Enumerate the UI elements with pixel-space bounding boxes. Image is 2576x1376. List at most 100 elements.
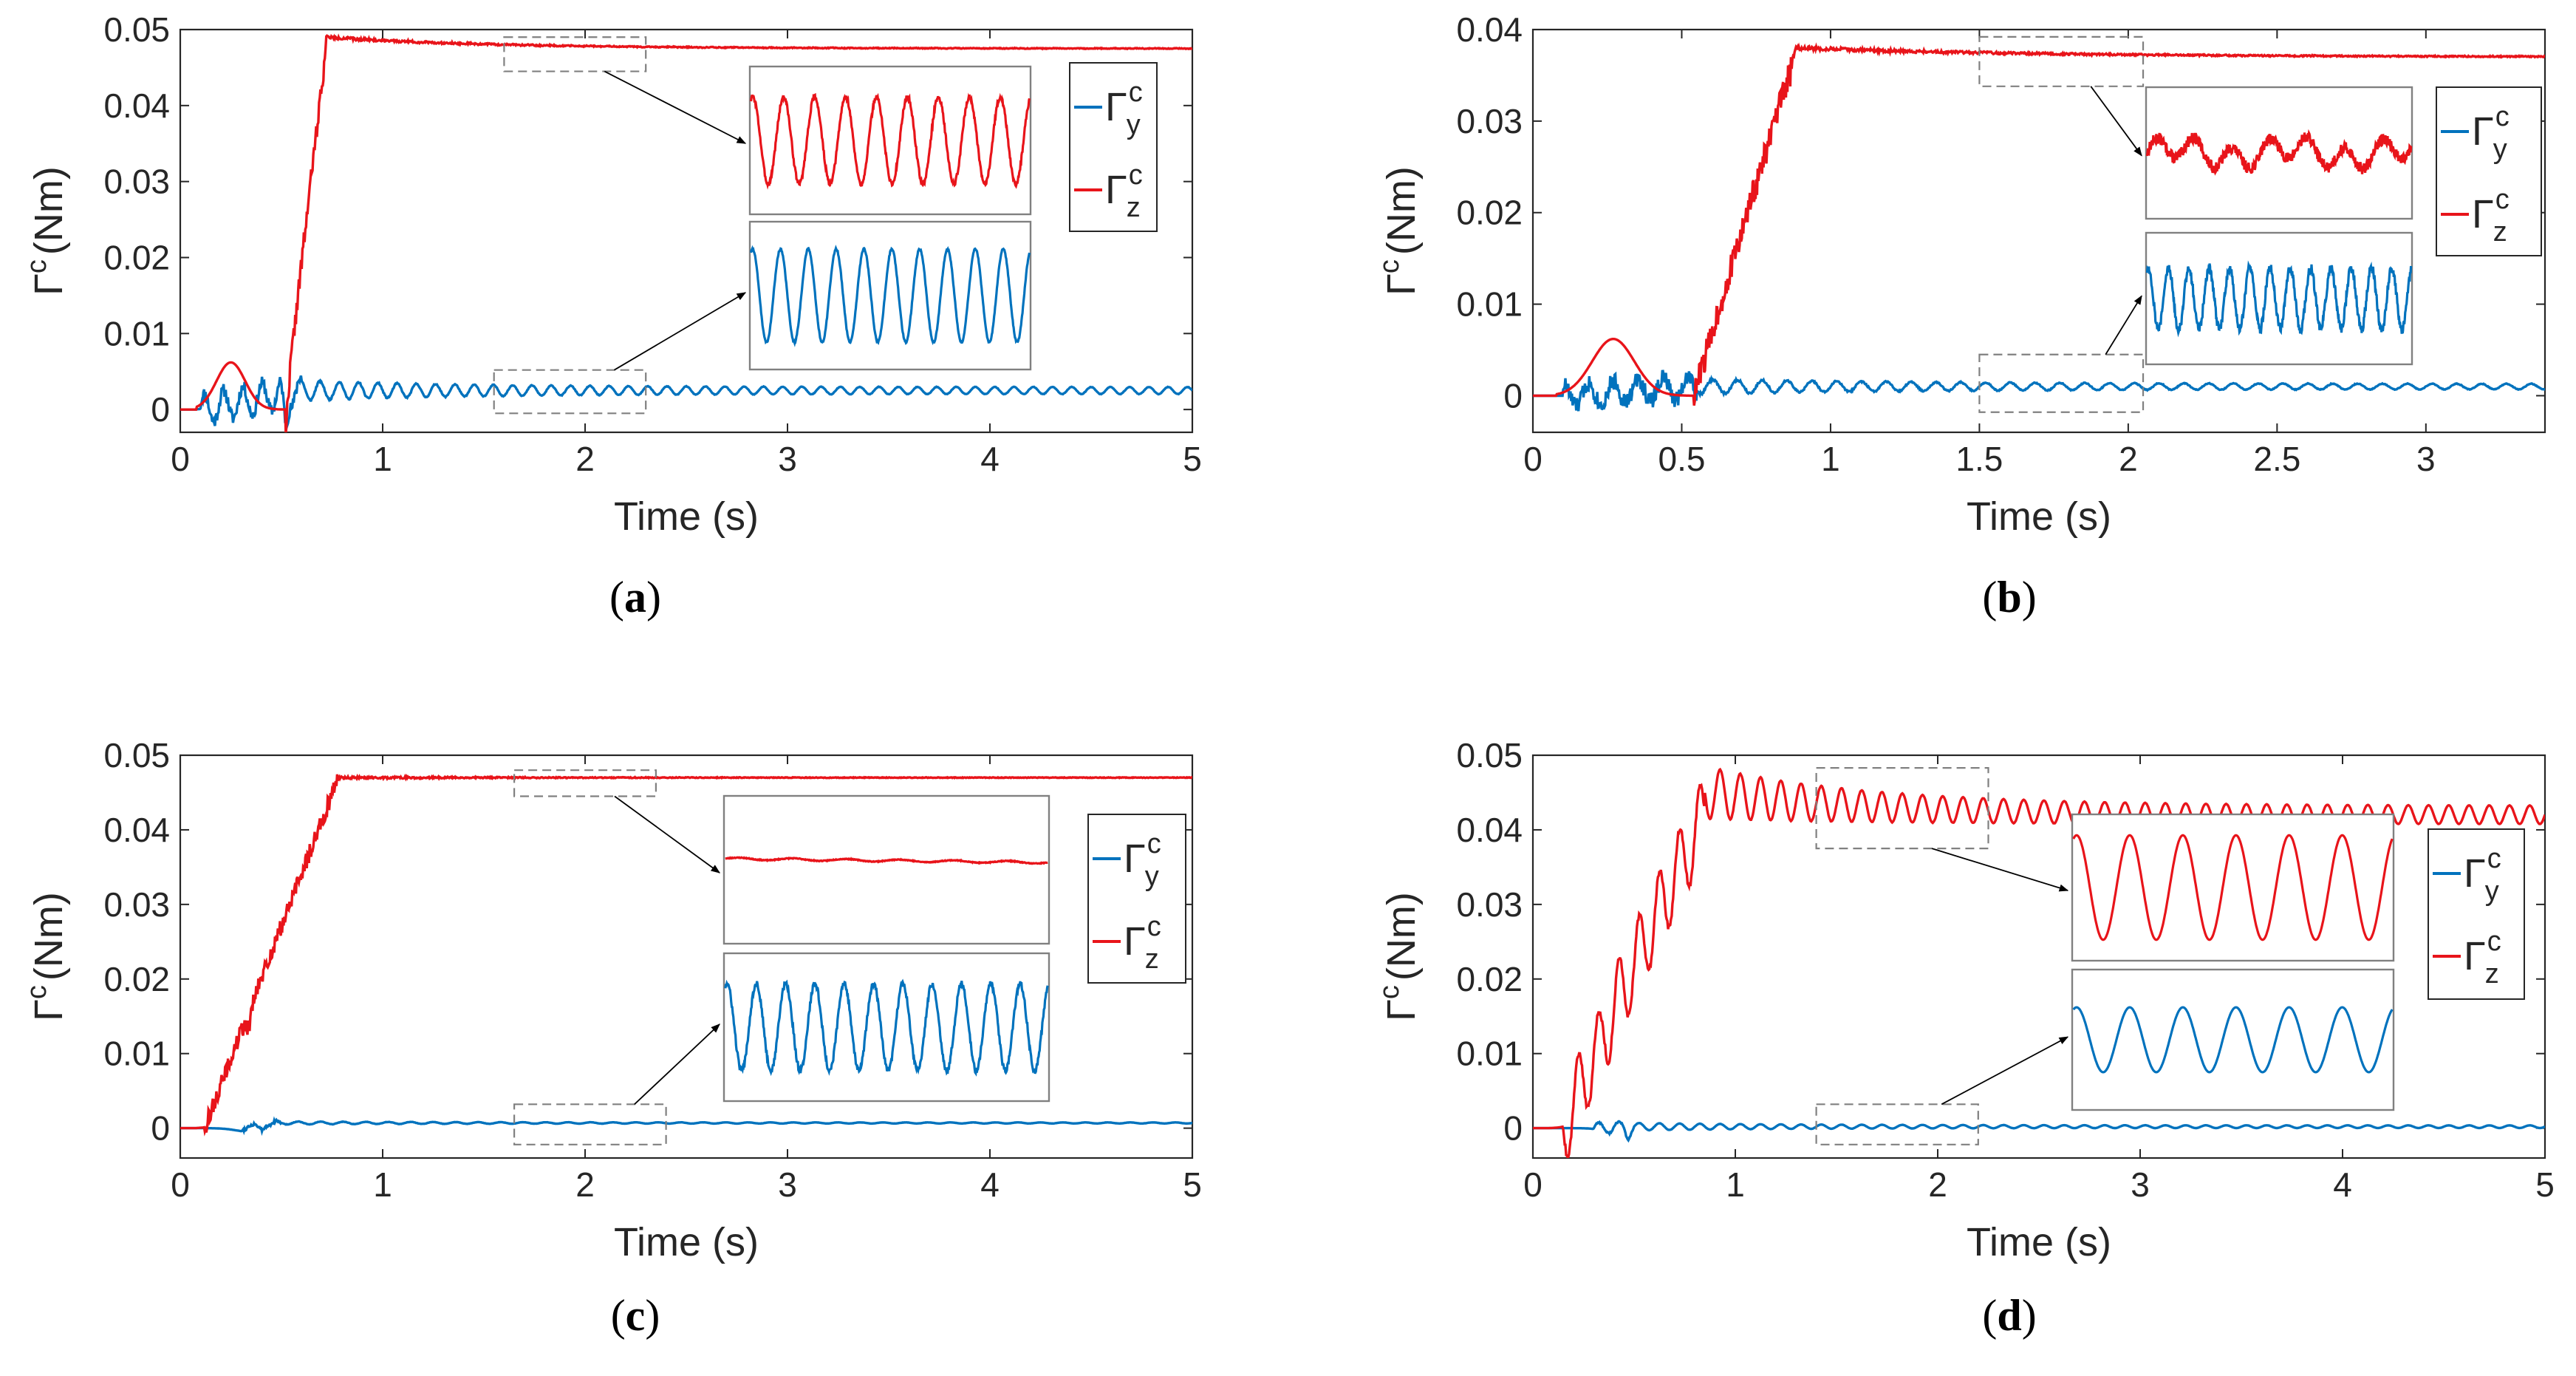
x-tick-label: 1	[1821, 440, 1840, 478]
y-axis-label-unit: (Nm)	[27, 166, 71, 255]
legend-sup: c	[2495, 184, 2510, 215]
caption-letter: c	[626, 1291, 646, 1340]
x-tick-label: 1	[373, 440, 392, 478]
x-tick-label: 3	[778, 1165, 797, 1204]
y-tick-label: 0.03	[1456, 885, 1523, 924]
legend-label-gamma-z: Γc z	[2464, 926, 2501, 990]
legend-sup: c	[2487, 926, 2501, 957]
zoom-arrow	[604, 70, 747, 144]
zoom-region-box	[1978, 353, 2145, 413]
legend-symbol: Γ	[1105, 85, 1127, 129]
y-tick-label: 0.04	[103, 811, 170, 849]
legend-label-gamma-y: Γc y	[1105, 77, 1143, 140]
legend-label-gamma-y: Γc y	[2472, 101, 2510, 165]
legend-sub: y	[1145, 861, 1159, 892]
legend-sub: z	[1145, 944, 1159, 975]
y-axis-label-symbol: Γ	[1379, 273, 1424, 296]
legend-sup: c	[2487, 843, 2501, 874]
x-tick-label: 3	[2131, 1165, 2150, 1204]
zoom-inset-box	[722, 952, 1050, 1103]
y-tick-label: 0.05	[103, 10, 170, 49]
panel-c: 0 1 2 3 4 5 0 0.01 0.02 0.03 0.04 0.05 Time (s) Γc (Nm…	[21, 736, 1202, 1340]
x-axis-label: Time (s)	[1967, 494, 2111, 539]
x-tick-label: 0.5	[1658, 440, 1705, 478]
legend-box	[1069, 62, 1158, 232]
legend-box	[1087, 814, 1186, 984]
legend-sup: c	[1147, 911, 1161, 942]
panel-caption: (d)	[1982, 1291, 2036, 1340]
legend-sup: c	[2495, 101, 2510, 132]
caption-close: )	[645, 1291, 660, 1340]
y-tick-label: 0.01	[103, 1035, 170, 1073]
y-axis-label-symbol: Γ	[27, 999, 71, 1021]
y-tick-label: 0.01	[103, 314, 170, 352]
legend-symbol: Γ	[2472, 109, 2494, 154]
zoom-arrow	[634, 1024, 720, 1105]
zoom-region-box	[513, 769, 657, 797]
caption-close: )	[646, 573, 661, 621]
legend-sub: z	[2485, 958, 2499, 990]
caption-open: (	[1982, 573, 1997, 621]
y-axis-label: Γc (Nm)	[21, 892, 71, 1021]
panel-d: 0 1 2 3 4 5 0 0.01 0.02 0.03 0.04 0.05 Time (s) Γc (Nm…	[1374, 736, 2555, 1340]
plot-area	[179, 28, 1194, 434]
y-tick-label: 0	[1503, 376, 1523, 415]
zoom-inset-box	[748, 65, 1032, 216]
zoom-inset-line-gamma-z	[749, 92, 1031, 190]
legend-sup: c	[1129, 77, 1143, 108]
x-tick-label: 3	[778, 440, 797, 478]
caption-close: )	[2022, 1291, 2037, 1340]
series-line-gamma-y	[1533, 369, 2545, 412]
caption-open: (	[609, 573, 624, 621]
y-tick-label: 0.02	[1456, 960, 1523, 998]
zoom-arrow	[2090, 86, 2142, 157]
zoom-region-box	[1978, 35, 2145, 87]
zoom-inset-line-gamma-z	[2072, 834, 2394, 941]
zoom-arrow	[614, 795, 721, 873]
legend-sup: c	[1129, 160, 1143, 191]
legend-box	[2428, 828, 2525, 1000]
panel-caption: (c)	[611, 1291, 660, 1340]
zoom-inset-line-gamma-y	[2072, 1006, 2394, 1074]
x-tick-label: 5	[1183, 440, 1202, 478]
zoom-inset-box	[722, 794, 1050, 945]
x-tick-label: 3	[2416, 440, 2436, 478]
x-tick-label: 0	[1523, 1165, 1542, 1204]
x-tick-label: 2.5	[2253, 440, 2300, 478]
zoom-inset-line-gamma-y	[724, 978, 1049, 1077]
y-tick-label: 0.05	[1456, 736, 1523, 774]
legend-symbol: Γ	[1124, 919, 1146, 964]
y-tick-label: 0	[151, 390, 170, 429]
y-axis-label: Γc (Nm)	[1374, 892, 1424, 1021]
x-tick-label: 0	[171, 440, 190, 478]
x-tick-label: 4	[980, 440, 1000, 478]
zoom-region-box	[513, 1103, 667, 1145]
x-axis-label: Time (s)	[614, 494, 759, 539]
y-axis-label-unit: (Nm)	[27, 892, 71, 981]
x-tick-label: 0	[1523, 440, 1542, 478]
zoom-region-box	[1815, 767, 1989, 850]
caption-close: )	[2022, 573, 2037, 621]
series-line-gamma-y	[1533, 1120, 2545, 1143]
panel-a: 0 1 2 3 4 5 0 0.01 0.02 0.03 0.04 0.05 Time (s) Γc (Nm…	[21, 10, 1202, 621]
zoom-inset-line-gamma-z	[2145, 129, 2413, 176]
zoom-inset-box	[2145, 86, 2413, 220]
x-tick-label: 4	[2333, 1165, 2352, 1204]
caption-letter: a	[624, 573, 646, 621]
y-axis-label-sup: c	[1374, 985, 1405, 999]
legend-label-gamma-y: Γc y	[2464, 843, 2501, 907]
x-tick-label: 1.5	[1955, 440, 2003, 478]
zoom-region-box	[1815, 1103, 1979, 1145]
legend-symbol: Γ	[1124, 837, 1146, 881]
x-tick-label: 0	[171, 1165, 190, 1204]
legend-symbol: Γ	[2464, 851, 2486, 896]
panel-b: 0 0.5 1 1.5 2 2.5 3 0 0.01 0.02 0.03 0.04 Time (s) Γc…	[1374, 10, 2546, 621]
legend-symbol: Γ	[2472, 192, 2494, 236]
y-axis-label-sup: c	[21, 259, 52, 273]
legend-symbol: Γ	[1105, 168, 1127, 212]
caption-open: (	[1982, 1291, 1997, 1340]
caption-letter: d	[1997, 1291, 2021, 1340]
x-tick-label: 2	[2119, 440, 2138, 478]
zoom-region-box	[503, 36, 647, 72]
